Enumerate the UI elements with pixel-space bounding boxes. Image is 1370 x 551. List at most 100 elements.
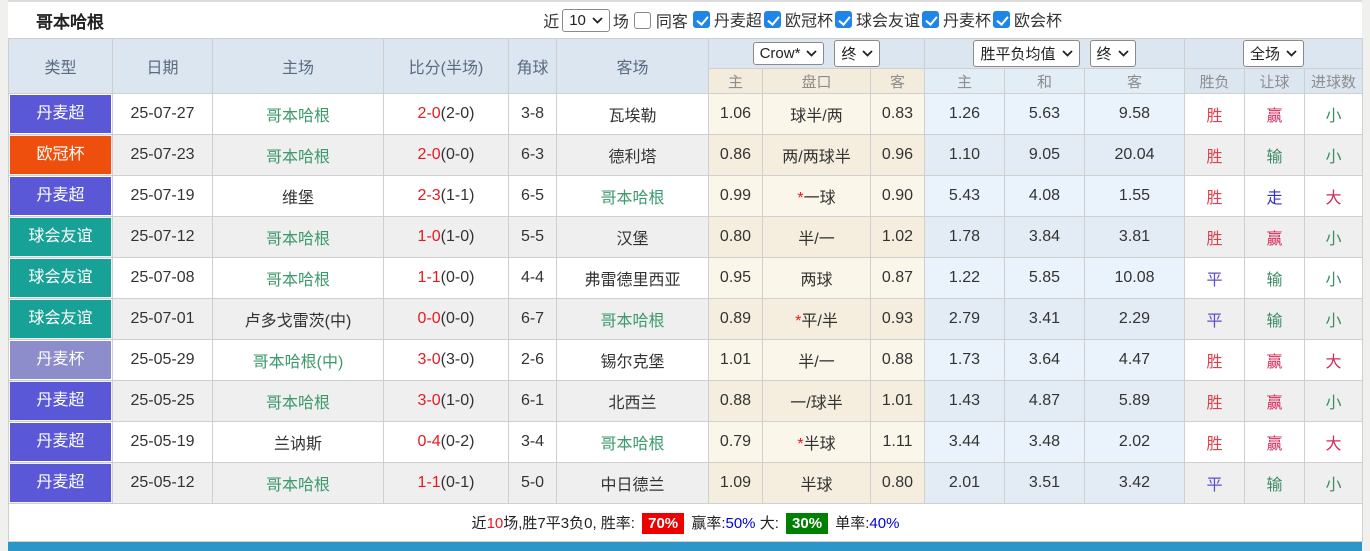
goals-result-cell: 小 [1304, 257, 1363, 299]
chevron-down-icon [1286, 50, 1297, 57]
full-time-score: 2-3 [417, 187, 441, 204]
league-filter-checkbox[interactable] [921, 10, 939, 28]
asian-handicap: 两球 [762, 257, 871, 299]
col-header-date: 日期 [112, 38, 213, 94]
league-filter: 欧会杯 [991, 7, 1062, 31]
euro-draw-odds: 3.48 [1004, 421, 1085, 463]
handicap-rate-label: 赢率: [691, 515, 726, 532]
col-header-type: 类型 [8, 38, 113, 94]
competition-cell: 球会友谊 [8, 257, 113, 299]
euro-home-odds: 1.78 [924, 216, 1005, 258]
league-filter-label: 丹麦超 [713, 13, 762, 31]
match-history-table: 类型 日期 主场 比分(半场) 角球 客场 Crow* 终 [8, 38, 1363, 542]
euro-draw-odds: 3.64 [1004, 339, 1085, 381]
euro-odds-time-select[interactable]: 终 [1089, 40, 1136, 67]
corner-score: 2-6 [508, 339, 557, 381]
euro-home-odds: 5.43 [924, 175, 1005, 217]
euro-home-odds: 1.22 [924, 257, 1005, 299]
handicap-value: 半/一 [798, 354, 835, 371]
away-team: 德利塔 [556, 134, 709, 176]
sub-header-result: 胜负 [1184, 68, 1245, 94]
odd-rate-value: 40% [869, 515, 900, 532]
league-filter-label: 丹麦杯 [942, 13, 991, 31]
asian-handicap: 球半/两 [762, 93, 871, 135]
handicap-star-icon: * [795, 313, 802, 330]
table-row: 丹麦超 25-05-19 兰讷斯 0-4(0-2) 3-4 哥本哈根 0.79 … [8, 421, 1363, 463]
asian-away-odds: 1.11 [870, 421, 925, 463]
home-team: 哥本哈根 [212, 380, 384, 422]
table-row: 丹麦超 25-07-19 维堡 2-3(1-1) 6-5 哥本哈根 0.99 *… [8, 175, 1363, 217]
match-scope-select[interactable]: 全场 [1242, 40, 1304, 67]
half-time-score: (2-0) [440, 105, 475, 122]
handicap-result-cell: 赢 [1244, 380, 1305, 422]
col-header-away: 客场 [556, 38, 709, 94]
home-team: 兰讷斯 [212, 421, 384, 463]
euro-draw-odds: 4.08 [1004, 175, 1085, 217]
euro-odds-model-select[interactable]: 胜平负均值 [973, 40, 1080, 67]
euro-away-odds: 2.02 [1084, 421, 1185, 463]
league-filter-checkbox[interactable] [834, 10, 852, 28]
handicap-value: 两/两球半 [782, 149, 851, 166]
euro-odds-header: 胜平负均值 终 [924, 38, 1185, 69]
match-date: 25-05-25 [112, 380, 213, 422]
match-table-body: 丹麦超 25-07-27 哥本哈根 2-0(2-0) 3-8 瓦埃勒 1.06 … [8, 93, 1363, 504]
same-venue-checkbox[interactable] [633, 11, 651, 29]
asian-odds-time-select[interactable]: 终 [834, 40, 881, 67]
away-team: 哥本哈根 [556, 421, 709, 463]
bookmaker-select[interactable]: Crow* [752, 42, 825, 65]
competition-badge: 球会友谊 [10, 218, 111, 256]
table-row: 球会友谊 25-07-08 哥本哈根 1-1(0-0) 4-4 弗雷德里西亚 0… [8, 257, 1363, 299]
corner-score: 4-4 [508, 257, 557, 299]
chevron-down-icon [806, 50, 818, 57]
asian-away-odds: 0.80 [870, 462, 925, 504]
league-filter-label: 欧会杯 [1013, 13, 1062, 31]
handicap-value: 半球 [803, 436, 836, 453]
corner-score: 5-0 [508, 462, 557, 504]
summary-count: 10 [486, 515, 504, 532]
result-cell: 平 [1184, 257, 1245, 299]
win-rate-badge: 70% [642, 513, 685, 534]
asian-handicap: 半球 [762, 462, 871, 504]
euro-away-odds: 10.08 [1084, 257, 1185, 299]
full-time-score: 3-0 [417, 351, 441, 368]
match-date: 25-05-12 [112, 462, 213, 504]
match-date: 25-07-23 [112, 134, 213, 176]
competition-badge: 欧冠杯 [10, 136, 111, 174]
asian-odds-header: Crow* 终 [708, 38, 925, 69]
euro-draw-odds: 3.51 [1004, 462, 1085, 504]
match-date: 25-05-19 [112, 421, 213, 463]
asian-handicap: 半/一 [762, 216, 871, 258]
half-time-score: (1-0) [440, 228, 475, 245]
big-rate-label: 大: [759, 515, 779, 532]
asian-away-odds: 0.93 [870, 298, 925, 340]
handicap-star-icon: * [797, 190, 804, 207]
half-time-score: (0-2) [440, 433, 475, 450]
away-team: 汉堡 [556, 216, 709, 258]
sub-header-asian-away: 客 [870, 68, 925, 94]
league-filter-checkbox[interactable] [692, 10, 710, 28]
league-filter-checkbox[interactable] [763, 10, 781, 28]
competition-cell: 丹麦超 [8, 175, 113, 217]
competition-badge: 丹麦超 [10, 382, 111, 420]
score-cell: 3-0(3-0) [383, 339, 509, 381]
handicap-result-cell: 赢 [1244, 216, 1305, 258]
league-filter: 丹麦杯 [920, 7, 991, 31]
away-team: 哥本哈根 [556, 298, 709, 340]
euro-away-odds: 3.42 [1084, 462, 1185, 504]
near-label: 近 [543, 14, 560, 31]
league-filter-checkbox[interactable] [992, 10, 1010, 28]
match-date: 25-07-08 [112, 257, 213, 299]
euro-home-odds: 1.43 [924, 380, 1005, 422]
col-header-corner: 角球 [508, 38, 557, 94]
match-date: 25-05-29 [112, 339, 213, 381]
euro-home-odds: 2.01 [924, 462, 1005, 504]
sub-header-handicap-result: 让球 [1244, 68, 1305, 94]
handicap-result-cell: 输 [1244, 298, 1305, 340]
asian-home-odds: 1.01 [708, 339, 763, 381]
page-title: 哥本哈根 [36, 12, 104, 32]
handicap-result-cell: 输 [1244, 462, 1305, 504]
full-time-score: 2-0 [417, 105, 441, 122]
recent-count-select[interactable]: 10 [562, 8, 610, 32]
asian-home-odds: 0.80 [708, 216, 763, 258]
result-cell: 胜 [1184, 380, 1245, 422]
